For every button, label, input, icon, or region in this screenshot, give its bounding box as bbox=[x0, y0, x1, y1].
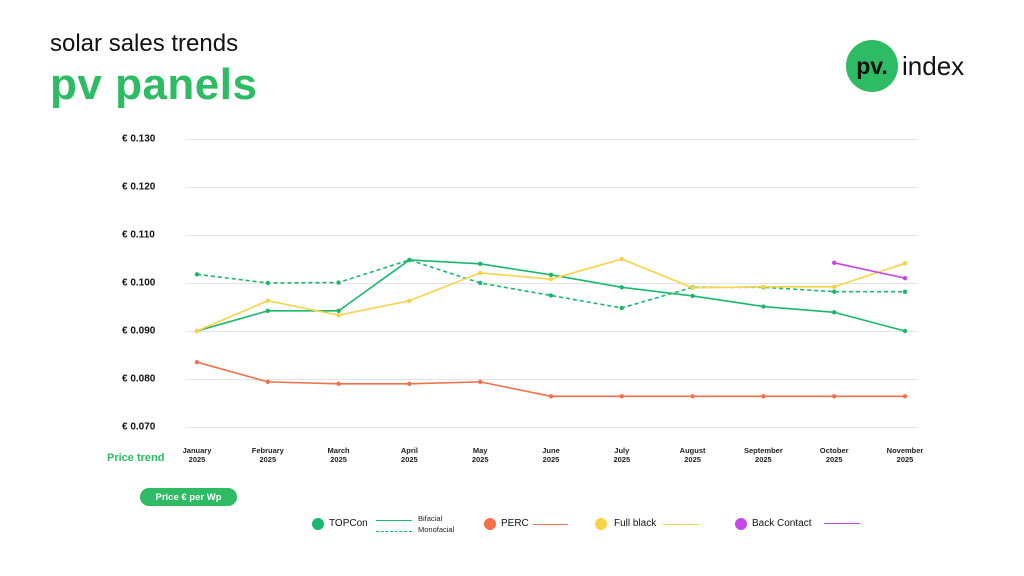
legend-fullblack-line bbox=[663, 524, 699, 525]
data-point-topcon-monofacial bbox=[548, 293, 554, 298]
data-point-full-black bbox=[478, 270, 483, 276]
data-point-full-black bbox=[407, 298, 412, 303]
data-point-full-black bbox=[336, 312, 341, 318]
data-point-topcon-monofacial bbox=[902, 289, 908, 294]
data-point-full-black bbox=[548, 276, 554, 282]
data-point-topcon-bifacial bbox=[690, 293, 695, 299]
unit-badge: Price € per Wp bbox=[140, 488, 237, 506]
gridline bbox=[185, 379, 918, 380]
data-point-topcon-monofacial bbox=[336, 280, 341, 285]
series-line-perc bbox=[196, 361, 905, 398]
x-tick-label: November 2025 bbox=[886, 446, 924, 464]
x-tick-label: July 2025 bbox=[613, 446, 631, 464]
data-point-topcon-monofacial bbox=[832, 289, 837, 294]
x-tick-label: February 2025 bbox=[251, 446, 284, 464]
x-tick-label: October 2025 bbox=[819, 446, 849, 464]
y-tick-label: € 0.070 bbox=[122, 421, 156, 433]
data-point-full-black bbox=[761, 284, 766, 290]
y-tick-label: € 0.080 bbox=[122, 373, 156, 385]
data-point-topcon-bifacial bbox=[832, 310, 837, 315]
legend-perc-label: PERC bbox=[501, 518, 529, 529]
gridline bbox=[185, 331, 918, 332]
data-point-perc bbox=[832, 394, 837, 399]
data-point-perc bbox=[619, 394, 624, 399]
x-tick-label: September 2025 bbox=[744, 446, 783, 464]
data-point-topcon-bifacial bbox=[336, 308, 341, 314]
y-tick-label: € 0.110 bbox=[122, 229, 155, 241]
x-tick-label: January 2025 bbox=[182, 446, 212, 464]
y-tick-label: € 0.130 bbox=[122, 133, 156, 145]
data-point-topcon-monofacial bbox=[407, 257, 412, 263]
x-tick-label: August 2025 bbox=[679, 446, 706, 464]
y-tick-label: € 0.090 bbox=[122, 325, 156, 337]
data-point-perc bbox=[194, 360, 200, 365]
legend-monofacial-label: Monofacial bbox=[418, 525, 455, 534]
legend-bifacial-line bbox=[376, 520, 412, 521]
data-point-topcon-bifacial bbox=[902, 328, 908, 334]
data-point-full-black bbox=[265, 298, 270, 303]
logo-text: index bbox=[902, 50, 965, 81]
data-point-back-contact bbox=[832, 260, 837, 266]
data-point-perc bbox=[690, 394, 695, 399]
legend-monofacial-line bbox=[376, 531, 412, 532]
data-point-topcon-monofacial bbox=[265, 280, 270, 286]
legend-fullblack-dot bbox=[595, 518, 607, 530]
data-point-topcon-bifacial bbox=[619, 285, 624, 290]
x-tick-label: April 2025 bbox=[400, 446, 418, 464]
data-point-full-black bbox=[619, 256, 624, 262]
brand-logo: pv. index bbox=[846, 40, 964, 92]
data-point-back-contact bbox=[902, 276, 908, 281]
legend-backcontact-dot bbox=[735, 518, 747, 530]
gridline bbox=[185, 187, 918, 188]
logo-badge: pv. bbox=[846, 40, 898, 92]
data-point-full-black bbox=[194, 328, 200, 334]
data-point-perc bbox=[407, 381, 412, 386]
data-point-perc bbox=[761, 394, 766, 399]
data-point-topcon-bifacial bbox=[478, 261, 483, 266]
data-point-full-black bbox=[832, 284, 837, 290]
price-trend-label: Price trend bbox=[107, 452, 165, 464]
data-point-perc bbox=[265, 379, 270, 385]
series-line-back-contact bbox=[834, 262, 906, 279]
legend-backcontact-line bbox=[824, 523, 860, 524]
page-title: pv panels bbox=[50, 60, 258, 109]
gridline bbox=[185, 139, 918, 140]
data-point-perc bbox=[902, 394, 908, 399]
y-tick-label: € 0.120 bbox=[122, 181, 156, 193]
data-point-perc bbox=[336, 381, 341, 386]
data-point-topcon-bifacial bbox=[761, 304, 766, 309]
data-point-full-black bbox=[690, 285, 695, 290]
page-subtitle: solar sales trends bbox=[50, 30, 239, 57]
data-point-perc bbox=[548, 394, 554, 399]
legend-topcon-label: TOPCon bbox=[329, 518, 368, 529]
series-line-topcon-monofacial bbox=[196, 259, 905, 309]
gridline bbox=[185, 235, 918, 236]
legend-topcon-dot bbox=[312, 518, 324, 530]
legend-perc-line bbox=[533, 524, 568, 525]
gridline bbox=[185, 427, 918, 428]
data-point-topcon-monofacial bbox=[194, 272, 200, 277]
data-point-topcon-monofacial bbox=[478, 280, 483, 286]
gridline bbox=[185, 283, 918, 284]
x-tick-label: May 2025 bbox=[471, 446, 489, 464]
y-tick-label: € 0.100 bbox=[122, 277, 156, 289]
data-point-perc bbox=[478, 379, 483, 385]
data-point-topcon-bifacial bbox=[265, 308, 270, 314]
data-point-full-black bbox=[902, 261, 908, 266]
legend-bifacial-label: Bifacial bbox=[418, 514, 443, 523]
legend-perc-dot bbox=[484, 518, 496, 530]
legend-fullblack-label: Full black bbox=[614, 518, 657, 529]
x-tick-label: March 2025 bbox=[327, 446, 350, 464]
data-point-topcon-bifacial bbox=[548, 272, 554, 278]
data-point-topcon-monofacial bbox=[619, 305, 624, 311]
legend-backcontact-label: Back Contact bbox=[752, 518, 812, 529]
x-tick-label: June 2025 bbox=[542, 446, 560, 464]
